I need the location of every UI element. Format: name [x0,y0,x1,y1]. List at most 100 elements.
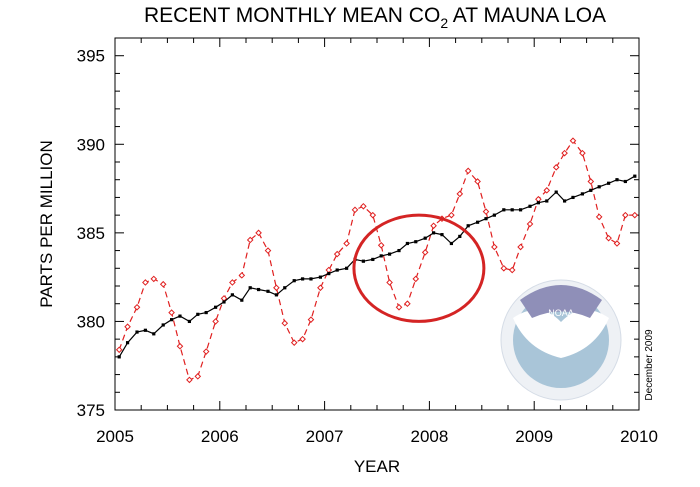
monthly_mean-point [482,208,490,215]
monthly_mean-line [118,139,635,381]
monthly_mean-point [395,303,403,311]
trend-point [484,217,488,221]
trend-point [440,233,444,237]
monthly_mean-point [202,348,210,355]
monthly_mean-point [115,346,123,354]
x-tick-label: 2006 [201,427,239,446]
monthly_mean-point [579,149,586,157]
trend-point [256,287,261,292]
monthly_mean-point [412,275,420,283]
monthly_mean-point [474,178,481,185]
trend-point [117,355,121,359]
monthly_mean-point [168,309,175,316]
trend-point [633,174,637,178]
trend-point [387,252,392,256]
monthly_mean-point [229,279,236,286]
monthly_mean-point [587,178,595,185]
trend-point [510,208,514,212]
y-tick-label: 390 [77,135,105,154]
trend-point [607,181,611,185]
trend-point [292,279,296,283]
monthly_mean-point [631,211,639,219]
trend-point [152,332,156,336]
trend-point [458,234,462,238]
trend-point [161,323,165,327]
monthly_mean-point [238,272,246,279]
trend-point [371,257,375,262]
chart-title-sub: 2 [440,15,448,31]
trend-point [230,293,234,297]
monthly_mean-point [448,211,455,219]
trend-point [466,224,470,228]
trend-point [327,272,331,276]
trend-point [222,300,226,304]
monthly_mean-point [343,240,350,247]
monthly_mean-point [299,335,306,343]
monthly_mean-point [526,220,534,228]
monthly_mean-point [456,190,464,198]
x-axis-title: YEAR [354,457,400,476]
monthly_mean-point [281,319,289,327]
y-axis-ticks: 375 380 385 390 395 [77,47,639,420]
trend-point [135,330,139,334]
monthly_mean-point [176,342,184,350]
trend-point [528,204,532,208]
trend-point [361,259,365,263]
monthly_mean-point [517,243,524,251]
trend-point [502,208,506,212]
monthly_mean-point [595,213,603,221]
trend-point [423,236,427,240]
monthly_mean-point [273,284,280,292]
noaa-logo-bird [513,309,609,358]
trend-point [125,341,130,345]
trend-point [274,293,278,297]
trend-point [309,277,313,281]
trend-point [143,328,147,332]
trend-point [204,310,208,315]
date-annotation: December 2009 [644,329,655,401]
trend-point [178,314,182,318]
monthly_mean-point [369,211,377,219]
trend-point [536,201,540,205]
trend-point [431,231,436,235]
monthly_mean-point [333,250,341,258]
chart-title-main: RECENT MONTHLY MEAN CO [144,4,440,27]
monthly_mean-point [605,234,612,242]
monthly_mean-point [307,316,315,323]
trend-point [518,208,523,212]
trend-point [571,195,575,200]
trend-point [196,312,200,316]
trend-point [476,220,480,224]
monthly_mean-point [404,300,411,308]
trend-point [283,286,287,290]
noaa-logo: NOAA [500,279,622,401]
trend-point [335,268,339,272]
monthly_mean-point [325,266,333,274]
trend-point [597,185,601,189]
trend-point [345,266,349,270]
monthly_mean-point [377,241,385,249]
trend-point [214,305,218,309]
x-axis-ticks: 2005 2006 2007 2008 2009 2010 [96,38,658,446]
trend-point [562,199,567,203]
trend-point [449,241,454,246]
trend-point [554,190,558,194]
y-tick-label: 395 [77,47,105,66]
trend-point [589,188,593,192]
monthly_mean-point [124,323,131,331]
noaa-logo-top [520,285,602,318]
monthly_mean-point [569,137,577,145]
trend-point [248,286,252,290]
monthly_mean-point [360,202,367,210]
monthly_mean-point [255,229,262,237]
trend-point [266,289,270,293]
monthly_mean-point [159,280,167,288]
monthly_mean-point [133,303,141,311]
monthly_mean-point [464,167,472,175]
y-tick-label: 385 [77,224,105,243]
monthly_mean-point [613,240,621,247]
chart-title-rest: AT MAUNA LOA [448,4,606,27]
series-layer [115,137,639,384]
trend-point [580,192,585,196]
monthly_mean-point [552,164,560,171]
